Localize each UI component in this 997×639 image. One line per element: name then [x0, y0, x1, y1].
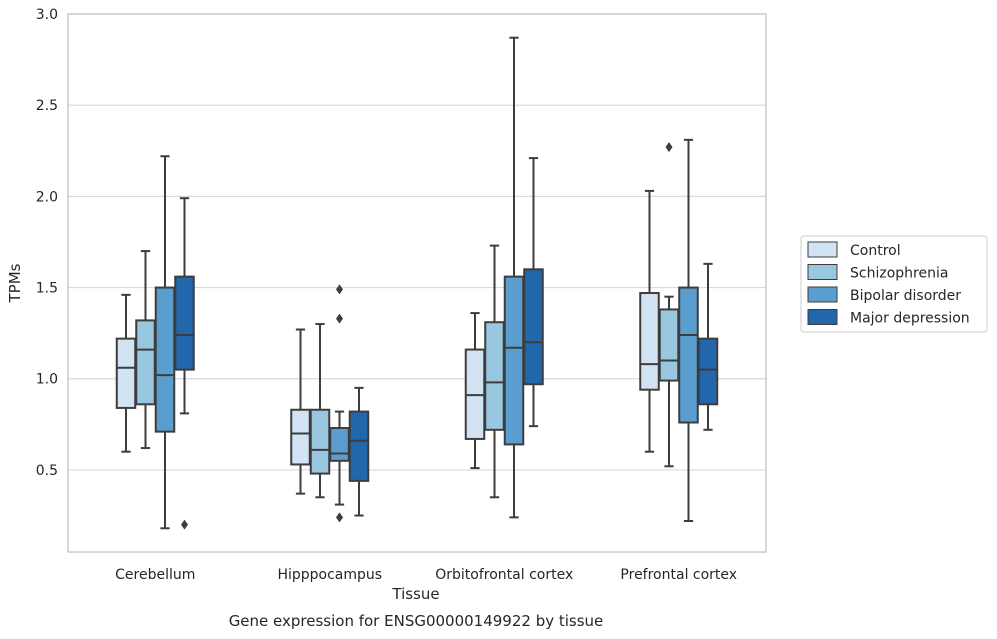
box — [697, 337, 719, 406]
legend-swatch — [807, 309, 838, 325]
x-tick-label: Hipppocampus — [277, 567, 382, 583]
box-group — [464, 36, 544, 519]
outlier-point — [665, 142, 673, 153]
legend-swatch — [807, 264, 838, 280]
legend-label: Control — [850, 243, 901, 259]
box — [115, 337, 137, 409]
outlier-point — [336, 284, 343, 295]
y-tick-label: 1.5 — [36, 281, 58, 297]
box — [348, 410, 370, 482]
legend: Control Schizophrenia Bipolar disorder Majo… — [800, 235, 988, 333]
box — [523, 268, 544, 386]
box-group — [115, 155, 195, 530]
y-tick-label: 2.5 — [36, 98, 58, 114]
box — [503, 275, 525, 446]
box — [639, 292, 660, 391]
legend-swatch — [807, 241, 838, 258]
outlier-point — [336, 512, 343, 523]
outlier-point — [181, 519, 188, 530]
box-group — [290, 284, 370, 523]
y-tick-label: 2.0 — [36, 189, 58, 205]
box-group — [639, 138, 719, 522]
legend-frame — [800, 235, 988, 333]
x-axis-label: Tissue — [391, 585, 439, 603]
box — [678, 286, 699, 424]
x-axis-ticks: Cerebellum Hipppocampus Orbitofrontal cort… — [115, 567, 737, 583]
box-groups — [115, 36, 719, 530]
box — [484, 321, 505, 431]
box — [309, 408, 331, 475]
outlier-point — [336, 313, 343, 324]
box — [329, 426, 350, 462]
y-tick-label: 0.5 — [36, 463, 58, 479]
plot-area-frame — [67, 13, 767, 553]
box — [135, 319, 156, 406]
box — [658, 308, 680, 382]
y-tick-label: 1.0 — [36, 372, 58, 388]
chart-caption: Gene expression for ENSG00000149922 by t… — [229, 612, 604, 630]
y-axis-ticks: 0.5 1.0 1.5 2.0 2.5 3.0 — [36, 7, 58, 479]
x-tick-label: Orbitofrontal cortex — [435, 567, 573, 583]
box — [154, 286, 176, 433]
y-tick-label: 3.0 — [36, 7, 58, 23]
box — [174, 275, 195, 371]
box — [290, 408, 311, 466]
x-tick-label: Cerebellum — [115, 567, 195, 583]
x-tick-label: Prefrontal cortex — [620, 567, 737, 583]
legend-label: Major depression — [850, 311, 970, 327]
legend-label: Bipolar disorder — [850, 288, 961, 304]
legend-swatch — [807, 286, 838, 303]
y-axis-label: TPMs — [6, 263, 24, 303]
legend-label: Schizophrenia — [850, 266, 948, 282]
